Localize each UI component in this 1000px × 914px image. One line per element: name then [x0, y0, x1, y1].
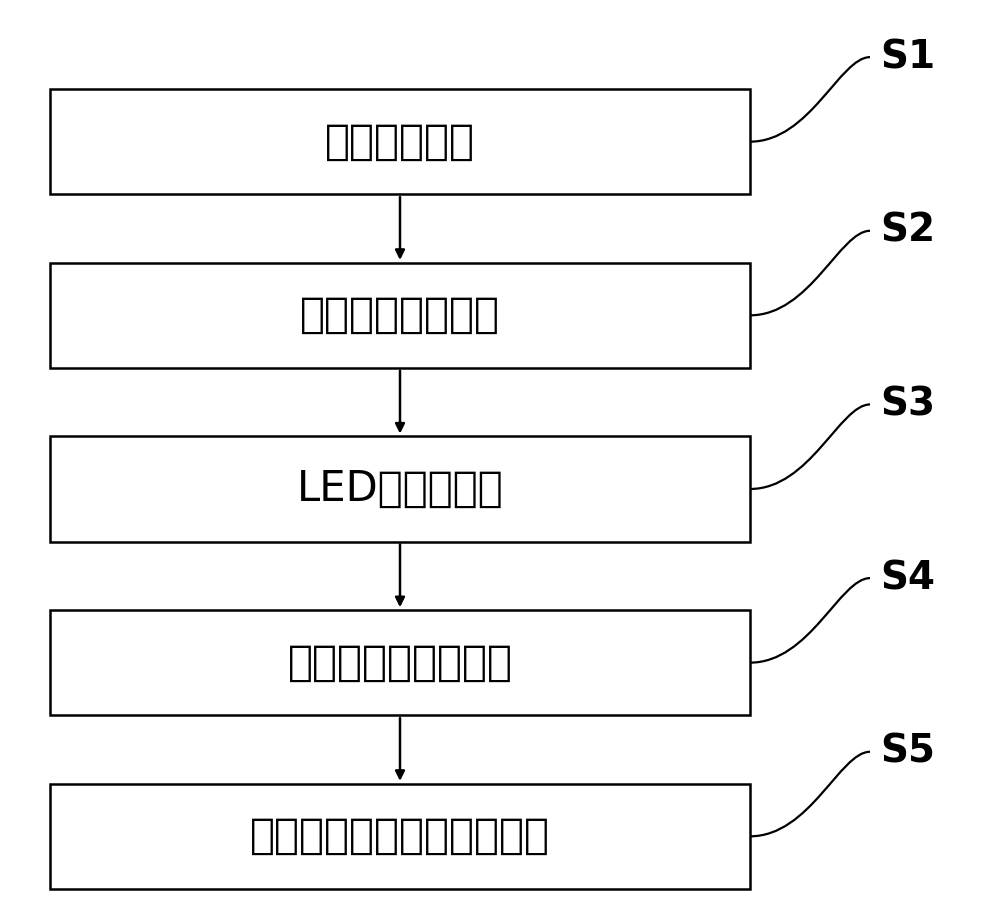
- Bar: [50, 436, 750, 541]
- Text: S3: S3: [880, 386, 935, 423]
- Text: 抽取基准笱体: 抽取基准笱体: [325, 121, 475, 163]
- Text: S4: S4: [880, 559, 935, 597]
- Text: S2: S2: [880, 212, 935, 250]
- Text: LED显示屏拼接: LED显示屏拼接: [297, 468, 503, 510]
- Text: S5: S5: [880, 733, 935, 771]
- Bar: [50, 263, 750, 367]
- Text: 导入基准笱校正系数: 导入基准笱校正系数: [288, 642, 512, 684]
- Text: 拍照分析生成整屏校正系数: 拍照分析生成整屏校正系数: [250, 815, 550, 857]
- Bar: [50, 784, 750, 888]
- Bar: [50, 611, 750, 715]
- Text: 基准笱体单笱校正: 基准笱体单笱校正: [300, 294, 500, 336]
- Bar: [50, 90, 750, 195]
- Text: S1: S1: [880, 38, 935, 76]
